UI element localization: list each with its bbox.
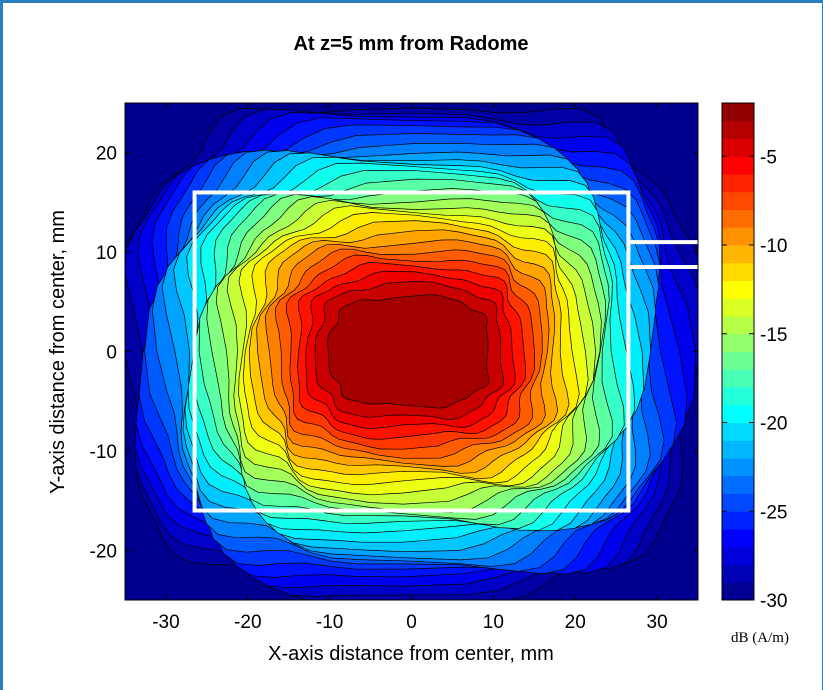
colorbar-band (722, 333, 754, 352)
colorbar-band (722, 316, 754, 335)
colorbar-band (722, 245, 754, 264)
y-tick-label: -10 (90, 442, 117, 463)
colorbar-band (722, 120, 754, 139)
chart-title: At z=5 mm from Radome (293, 33, 528, 55)
colorbar-band (722, 564, 754, 583)
colorbar-tick-label: -30 (760, 591, 787, 612)
y-tick-label: -20 (90, 541, 117, 562)
colorbar-band (722, 103, 754, 122)
colorbar-band (722, 351, 754, 370)
plot-area (125, 103, 698, 600)
colorbar-band (722, 493, 754, 512)
aperture-rectangle (192, 190, 631, 513)
y-axis: -20 -10 0 10 20 (90, 144, 698, 562)
colorbar-band (722, 156, 754, 175)
x-tick-label: -10 (316, 612, 343, 633)
colorbar-band (722, 404, 754, 423)
x-tick-label: 0 (406, 612, 417, 633)
colorbar-band (722, 582, 754, 601)
colorbar-band (722, 422, 754, 441)
colorbar-tick-label: -15 (760, 325, 787, 346)
x-axis-label: X-axis distance from center, mm (268, 643, 554, 665)
y-tick-label: 10 (96, 243, 117, 264)
x-tick-label: 20 (565, 612, 586, 633)
colorbar-band (722, 138, 754, 157)
colorbar-band (722, 369, 754, 388)
colorbar-band (722, 280, 754, 299)
x-tick-label: -20 (234, 612, 261, 633)
colorbar-label: dB (A/m) (731, 630, 789, 646)
colorbar-band (722, 529, 754, 548)
colorbar-tick-label: -5 (760, 147, 777, 168)
contour-fills (125, 107, 698, 600)
colorbar-tick-label: -10 (760, 236, 787, 257)
x-axis: -30 -20 -10 0 10 20 30 (152, 103, 668, 633)
colorbar-band (722, 209, 754, 228)
y-tick-label: 0 (106, 343, 117, 364)
contour-level (327, 294, 490, 409)
colorbar-band (722, 227, 754, 246)
y-axis-label: Y-axis distance from center, mm (47, 210, 69, 494)
colorbar-border (721, 102, 755, 601)
colorbar-band (722, 440, 754, 459)
colorbar-band (722, 191, 754, 210)
colorbar-tick-label: -25 (760, 502, 787, 523)
colorbar-band (722, 262, 754, 281)
colorbar-band (722, 298, 754, 317)
colorbar-band (722, 174, 754, 193)
colorbar-band (722, 458, 754, 477)
overlay-shapes (192, 190, 698, 513)
colorbar-band (722, 546, 754, 565)
x-tick-label: 30 (647, 612, 668, 633)
colorbar-band (722, 475, 754, 494)
colorbar-band (722, 387, 754, 406)
colorbar: -5 -10 -15 -20 -25 -30 (721, 102, 787, 612)
x-tick-label: -30 (152, 612, 179, 633)
y-tick-label: 20 (96, 144, 117, 165)
colorbar-tick-label: -20 (760, 414, 787, 435)
colorbar-band (722, 511, 754, 530)
x-tick-label: 10 (483, 612, 504, 633)
